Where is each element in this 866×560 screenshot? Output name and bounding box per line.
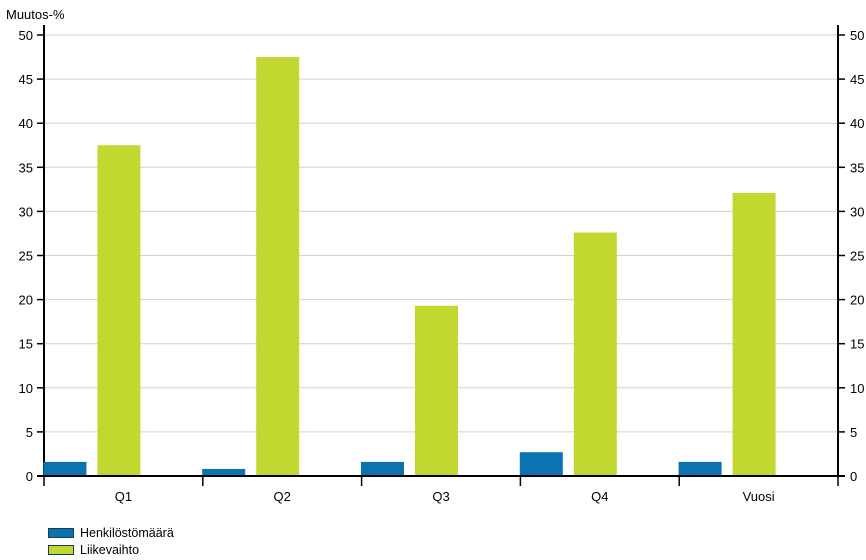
y-axis-left: 0 5 10 15 20 25 30 35 40 45 50 bbox=[19, 25, 45, 484]
x-tick-label: Q4 bbox=[591, 489, 608, 504]
y-tick-label-right: 50 bbox=[850, 28, 864, 43]
legend-item-henkilostomaara: Henkilöstömäärä bbox=[48, 524, 174, 541]
bar-liikevaihto bbox=[97, 145, 141, 476]
y-tick-label: 10 bbox=[19, 381, 33, 396]
y-tick-label: 25 bbox=[19, 249, 33, 264]
x-tick-label: Vuosi bbox=[743, 489, 775, 504]
bar-henkilostomaara bbox=[202, 468, 246, 476]
y-tick-label: 15 bbox=[19, 337, 33, 352]
y-tick-label: 50 bbox=[19, 28, 33, 43]
x-tick-label: Q3 bbox=[432, 489, 449, 504]
legend: Henkilöstömäärä Liikevaihto bbox=[48, 524, 174, 558]
legend-swatch bbox=[48, 544, 74, 555]
bar-henkilostomaara bbox=[519, 452, 563, 476]
y-tick-label-right: 45 bbox=[850, 72, 864, 87]
y-axis-right: 0 5 10 15 20 25 30 35 40 45 50 bbox=[837, 25, 864, 484]
bar-henkilostomaara bbox=[43, 461, 87, 476]
legend-item-liikevaihto: Liikevaihto bbox=[48, 541, 174, 558]
bar-henkilostomaara bbox=[361, 461, 404, 476]
y-tick-label: 40 bbox=[19, 116, 33, 131]
bar-liikevaihto bbox=[256, 57, 300, 477]
y-tick-label: 35 bbox=[19, 160, 33, 175]
bars bbox=[43, 57, 776, 477]
legend-swatch bbox=[48, 527, 74, 538]
x-axis: Q1 Q2 Q3 Q4 Vuosi bbox=[37, 475, 845, 504]
y-tick-label-right: 15 bbox=[850, 337, 864, 352]
y-tick-label-right: 25 bbox=[850, 249, 864, 264]
y-tick-label-right: 35 bbox=[850, 160, 864, 175]
y-tick-label-right: 30 bbox=[850, 204, 864, 219]
legend-label: Henkilöstömäärä bbox=[80, 525, 174, 540]
x-tick-label: Q1 bbox=[115, 489, 132, 504]
bar-liikevaihto bbox=[732, 192, 776, 477]
y-tick-label-right: 10 bbox=[850, 381, 864, 396]
y-tick-label: 20 bbox=[19, 293, 33, 308]
bar-liikevaihto bbox=[573, 232, 617, 476]
y-tick-label: 0 bbox=[26, 469, 33, 484]
y-tick-label: 30 bbox=[19, 204, 33, 219]
bar-henkilostomaara bbox=[678, 461, 722, 476]
bar-liikevaihto bbox=[415, 305, 458, 476]
y-tick-label-right: 40 bbox=[850, 116, 864, 131]
y-axis-label: Muutos-% bbox=[6, 7, 65, 22]
legend-label: Liikevaihto bbox=[80, 542, 140, 557]
y-tick-label-right: 0 bbox=[850, 469, 857, 484]
x-tick-label: Q2 bbox=[274, 489, 291, 504]
y-tick-label-right: 5 bbox=[850, 425, 857, 440]
gridlines bbox=[44, 34, 838, 433]
y-tick-label: 5 bbox=[26, 425, 33, 440]
y-tick-label: 45 bbox=[19, 72, 33, 87]
y-tick-label-right: 20 bbox=[850, 293, 864, 308]
